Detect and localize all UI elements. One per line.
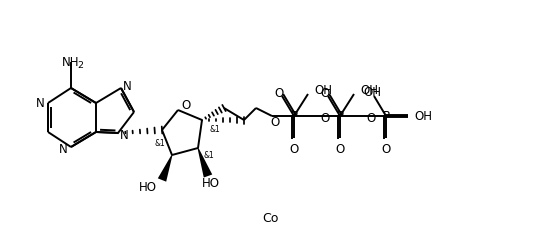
Text: O: O <box>289 143 299 156</box>
Text: O: O <box>366 112 375 124</box>
Text: OH: OH <box>314 84 332 96</box>
Text: O: O <box>275 87 284 99</box>
Text: &1: &1 <box>204 151 215 160</box>
Text: Co: Co <box>262 211 278 225</box>
Text: O: O <box>270 115 280 129</box>
Text: &1: &1 <box>209 125 220 134</box>
Text: O: O <box>381 143 391 156</box>
Text: 2: 2 <box>77 61 83 69</box>
Text: O: O <box>181 98 190 112</box>
Text: O: O <box>321 87 330 99</box>
Text: O: O <box>335 143 345 156</box>
Text: N: N <box>123 79 132 93</box>
Text: N: N <box>120 129 129 141</box>
Text: N: N <box>59 142 68 156</box>
Text: OH: OH <box>414 110 432 122</box>
Text: P: P <box>336 110 344 122</box>
Text: HO: HO <box>202 176 220 190</box>
Text: NH: NH <box>62 55 80 69</box>
Text: OH: OH <box>360 84 378 96</box>
Text: OH: OH <box>363 86 381 98</box>
Text: HO: HO <box>139 181 157 193</box>
Polygon shape <box>158 155 172 182</box>
Text: P: P <box>382 110 389 122</box>
Text: O: O <box>320 112 329 124</box>
Text: N: N <box>36 96 45 110</box>
Text: &1: &1 <box>155 139 165 148</box>
Text: P: P <box>290 110 298 122</box>
Polygon shape <box>197 148 212 178</box>
